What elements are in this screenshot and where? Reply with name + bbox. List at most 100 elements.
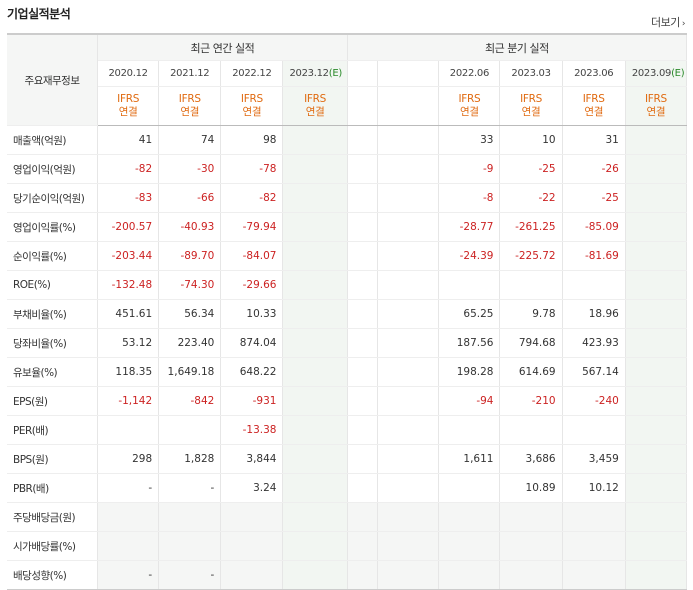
quarter-cell <box>346 212 379 242</box>
annual-cell <box>158 531 222 561</box>
quarter-cell <box>625 299 688 329</box>
quarter-cell: -261.25 <box>499 212 563 242</box>
table-row: 배당성향(%) - - <box>7 560 688 590</box>
annual-ifrs-0: IFRS 연결 <box>97 86 160 126</box>
section-title: 기업실적분석 <box>7 7 71 21</box>
quarter-cell <box>346 328 379 358</box>
annual-cell <box>282 560 348 590</box>
annual-cell: -13.38 <box>220 415 284 445</box>
quarter-cell <box>625 212 688 242</box>
period-label: 2021.12 <box>170 68 210 79</box>
annual-cell <box>282 125 348 155</box>
quarter-cell <box>346 299 379 329</box>
quarter-cell <box>346 502 379 532</box>
quarter-cell: 10 <box>499 125 563 155</box>
annual-cell <box>97 531 160 561</box>
quarter-cell <box>499 560 563 590</box>
quarter-cell: -22 <box>499 183 563 213</box>
row-label-header: 주요재무정보 <box>7 33 99 126</box>
quarter-cell: -210 <box>499 386 563 416</box>
table-row: ROE(%) -132.48 -74.30 -29.66 <box>7 270 688 300</box>
quarter-cell <box>346 357 379 387</box>
quarter-cell <box>346 560 379 590</box>
table-row: PER(배) -13.38 <box>7 415 688 445</box>
quarter-cell <box>346 444 379 474</box>
table-row: 시가배당률(%) <box>7 531 688 561</box>
annual-cell: 1,828 <box>158 444 222 474</box>
quarter-cell: -28.77 <box>438 212 501 242</box>
quarter-cell: 65.25 <box>438 299 501 329</box>
annual-cell <box>282 241 348 271</box>
annual-cell <box>282 502 348 532</box>
quarter-cell: -225.72 <box>499 241 563 271</box>
table-row: EPS(원) -1,142 -842 -931 -94 -210 -240 <box>7 386 688 416</box>
quarter-cell <box>377 125 440 155</box>
quarter-cell: 423.93 <box>562 328 626 358</box>
quarter-cell <box>625 270 688 300</box>
annual-cell <box>282 531 348 561</box>
quarter-cell <box>346 415 379 445</box>
quarter-cell: 198.28 <box>438 357 501 387</box>
quarter-cell: -24.39 <box>438 241 501 271</box>
row-label: 매출액(억원) <box>7 125 99 155</box>
quarter-cell: 31 <box>562 125 626 155</box>
quarter-cell: 9.78 <box>499 299 563 329</box>
estimate-tag: (E) <box>671 68 685 79</box>
row-label: PBR(배) <box>7 473 99 503</box>
financial-table: 주요재무정보 최근 연간 실적 최근 분기 실적 2020.12 2021.12 2… <box>7 33 688 590</box>
period-label: 2020.12 <box>108 68 148 79</box>
table-row: 매출액(억원) 41 74 98 33 10 31 <box>7 125 688 155</box>
row-label: PER(배) <box>7 415 99 445</box>
ifrs-label: IFRS <box>582 93 605 105</box>
consolidated-label: 연결 <box>646 106 666 118</box>
quarter-cell: 18.96 <box>562 299 626 329</box>
consolidated-label: 연결 <box>521 106 541 118</box>
ifrs-label: IFRS <box>304 93 327 105</box>
quarter-cell <box>346 241 379 271</box>
annual-cell <box>282 299 348 329</box>
quarter-cell <box>499 415 563 445</box>
quarter-cell <box>346 270 379 300</box>
annual-cell: -79.94 <box>220 212 284 242</box>
ifrs-label: IFRS <box>644 93 667 105</box>
more-link[interactable]: 더보기 › <box>651 14 686 30</box>
quarter-cell <box>625 183 688 213</box>
annual-cell <box>97 502 160 532</box>
quarter-cell <box>438 560 501 590</box>
annual-cell: 3.24 <box>220 473 284 503</box>
annual-cell: - <box>158 473 222 503</box>
quarter-cell: -25 <box>562 183 626 213</box>
annual-cell: -203.44 <box>97 241 160 271</box>
quarter-period-0 <box>346 60 379 87</box>
quarter-cell: 567.14 <box>562 357 626 387</box>
annual-cell <box>282 154 348 184</box>
annual-cell: 1,649.18 <box>158 357 222 387</box>
table-row: 부채비율(%) 451.61 56.34 10.33 65.25 9.78 18.96 <box>7 299 688 329</box>
quarter-cell: 614.69 <box>499 357 563 387</box>
annual-cell: 118.35 <box>97 357 160 387</box>
annual-cell: - <box>97 560 160 590</box>
table-row: 영업이익(억원) -82 -30 -78 -9 -25 -26 <box>7 154 688 184</box>
ifrs-label: IFRS <box>240 93 263 105</box>
quarter-ifrs-3: IFRS 연결 <box>499 86 563 126</box>
quarter-period-2: 2022.06 <box>438 60 501 87</box>
row-label: BPS(원) <box>7 444 99 474</box>
quarter-cell <box>625 357 688 387</box>
quarter-cell <box>562 502 626 532</box>
quarter-cell <box>377 183 440 213</box>
quarter-cell <box>346 125 379 155</box>
annual-cell <box>282 444 348 474</box>
annual-period-0: 2020.12 <box>97 60 160 87</box>
table-row: BPS(원) 298 1,828 3,844 1,611 3,686 3,459 <box>7 444 688 474</box>
annual-cell: -82 <box>97 154 160 184</box>
annual-cell: - <box>158 560 222 590</box>
quarter-cell <box>438 270 501 300</box>
quarter-cell <box>562 415 626 445</box>
quarter-period-3: 2023.03 <box>499 60 563 87</box>
quarter-cell: 187.56 <box>438 328 501 358</box>
annual-cell: -78 <box>220 154 284 184</box>
annual-cell <box>158 415 222 445</box>
annual-cell: 3,844 <box>220 444 284 474</box>
ifrs-label: IFRS <box>520 93 542 105</box>
annual-cell: 223.40 <box>158 328 222 358</box>
